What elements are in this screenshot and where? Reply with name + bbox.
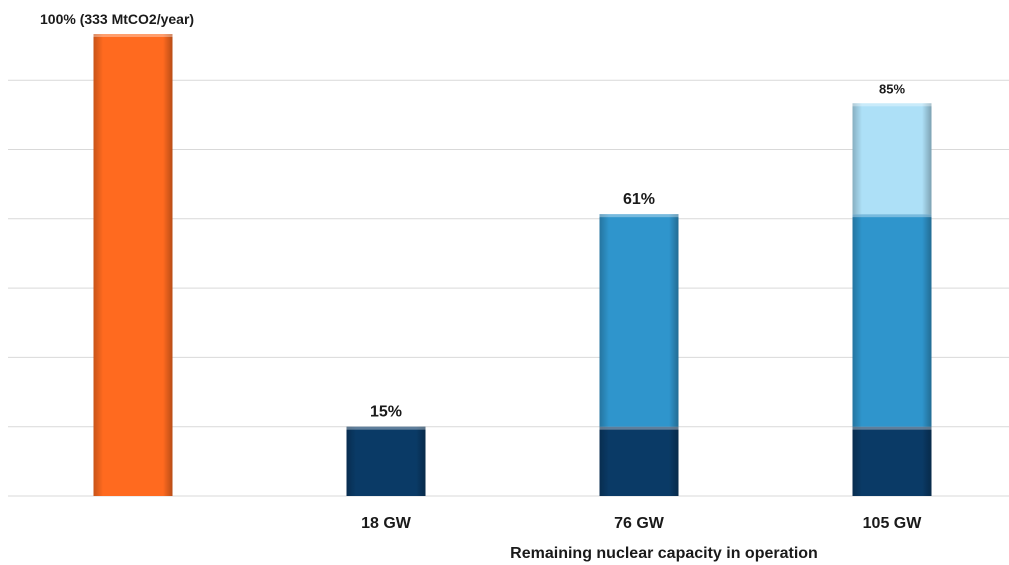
data-label: 15% xyxy=(370,404,402,421)
bar-shading xyxy=(599,214,679,427)
bar-highlight xyxy=(93,34,173,37)
bar-highlight xyxy=(852,426,932,430)
bar-shading xyxy=(852,214,932,427)
bar-shading xyxy=(599,426,679,496)
bar-highlight xyxy=(599,214,679,218)
bars xyxy=(93,34,932,496)
data-labels: 100% (333 MtCO2/year) 15% 61% 85% xyxy=(40,11,905,421)
bar-shading xyxy=(93,34,173,496)
x-tick-label: 76 GW xyxy=(614,515,665,532)
x-tick-label: 18 GW xyxy=(361,515,412,532)
bar-shading xyxy=(346,426,426,496)
bar-highlight xyxy=(852,103,932,107)
data-label: 61% xyxy=(623,191,655,208)
data-label: 85% xyxy=(879,81,905,96)
x-axis-label: Remaining nuclear capacity in operation xyxy=(510,545,818,562)
gridlines xyxy=(8,79,1009,497)
bar-shading xyxy=(852,103,932,215)
x-tick-label: 105 GW xyxy=(863,515,923,532)
bar-highlight xyxy=(346,426,426,430)
bar-highlight xyxy=(852,214,932,218)
bar-highlight xyxy=(599,426,679,430)
x-tick-labels: 18 GW 76 GW 105 GW xyxy=(361,515,922,532)
bar-shading xyxy=(852,426,932,496)
data-label: 100% (333 MtCO2/year) xyxy=(40,11,194,27)
